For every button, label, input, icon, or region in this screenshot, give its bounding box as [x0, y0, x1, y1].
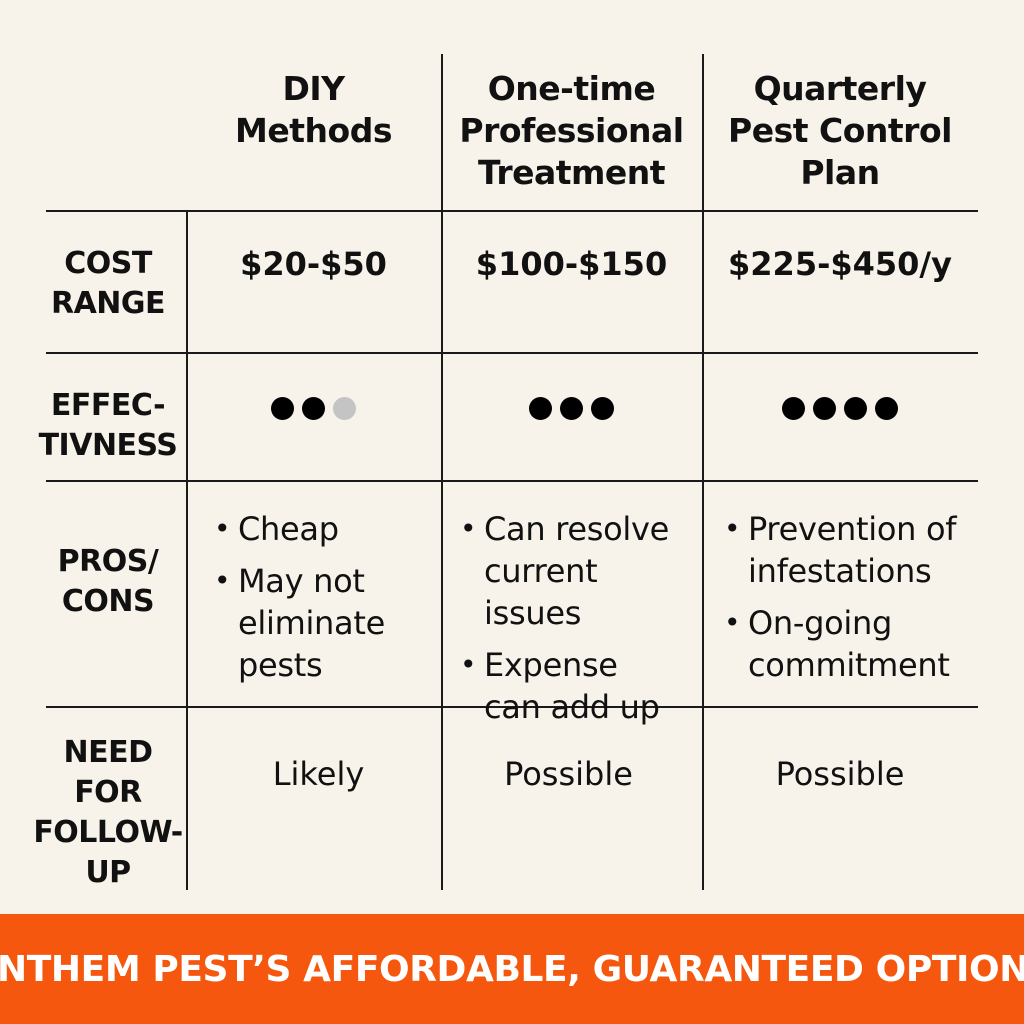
row-header-cost-range: COST RANGE: [30, 244, 186, 324]
row-header-line: UP: [85, 855, 131, 890]
list-item-line: Cheap: [238, 510, 339, 548]
cost-quarterly: $225-$450/y: [702, 244, 978, 284]
column-header-line: Quarterly: [753, 69, 927, 108]
effectiveness-rating: [529, 397, 614, 420]
grid-line-effectiveness-bottom: [46, 480, 978, 482]
follow-up-one-time: Possible: [441, 754, 696, 794]
row-header-line: RANGE: [50, 286, 166, 321]
cost-value: $20-$50: [240, 245, 387, 283]
pros-cons-list: • Can resolve current issues • Expense can ad…: [458, 508, 698, 738]
bullet-icon: •: [460, 648, 477, 681]
list-item-line: pests: [238, 646, 323, 684]
column-header-line: DIY: [282, 69, 345, 108]
list-item-line: Prevention of: [748, 510, 957, 548]
list-item-line: eliminate: [238, 604, 385, 642]
row-header-need-for-follow-up: NEED FOR FOLLOW- UP: [30, 733, 186, 893]
effectiveness-rating: [271, 397, 356, 420]
follow-up-value: Possible: [775, 755, 905, 793]
follow-up-diy: Likely: [186, 754, 451, 794]
rating-dot-filled: [813, 397, 836, 420]
row-header-pros-cons: PROS/ CONS: [30, 542, 186, 622]
effectiveness-rating: [782, 397, 898, 420]
list-item: • May not eliminate pests: [212, 560, 385, 686]
column-header-line: One-time: [487, 69, 656, 108]
bullet-icon: •: [460, 512, 477, 545]
cost-diy: $20-$50: [186, 244, 441, 284]
grid-line-label-column: [186, 210, 188, 890]
row-header-line: PROS/: [57, 544, 159, 579]
footer-banner: ANTHEM PEST’S AFFORDABLE, GUARANTEED OPT…: [0, 914, 1024, 1024]
column-header-quarterly: Quarterly Pest Control Plan: [702, 68, 978, 194]
cost-one-time: $100-$150: [441, 244, 702, 284]
column-header-diy: DIY Methods: [186, 68, 441, 152]
list-item-line: can add up: [484, 688, 660, 726]
column-header-line: Treatment: [477, 153, 666, 192]
list-item-line: Expense: [484, 646, 618, 684]
column-header-line: Methods: [235, 111, 392, 150]
column-header-line: Professional: [459, 111, 684, 150]
pros-cons-quarterly: • Prevention of infestations • On-going commi…: [722, 508, 974, 696]
list-item-line: Can resolve: [484, 510, 670, 548]
bullet-icon: •: [724, 606, 741, 639]
row-header-line: EFFEC-: [50, 388, 166, 423]
effectiveness-diy: [186, 397, 441, 420]
pros-cons-one-time: • Can resolve current issues • Expense can ad…: [458, 508, 698, 738]
row-header-line: FOR: [74, 775, 142, 810]
rating-dot-filled: [560, 397, 583, 420]
row-header-effectiveness: EFFEC- TIVNESS: [30, 386, 186, 466]
rating-dot-filled: [591, 397, 614, 420]
rating-dot-filled: [271, 397, 294, 420]
follow-up-value: Likely: [272, 755, 365, 793]
column-header-line: Pest Control: [728, 111, 952, 150]
list-item-line: commitment: [748, 646, 950, 684]
effectiveness-quarterly: [702, 397, 978, 420]
list-item-line: May not: [238, 562, 365, 600]
row-header-line: TIVNESS: [38, 428, 178, 463]
list-item-line: current issues: [484, 552, 598, 632]
rating-dot-filled: [302, 397, 325, 420]
follow-up-quarterly: Possible: [702, 754, 978, 794]
row-header-line: FOLLOW-: [33, 815, 183, 850]
grid-line-col-2: [702, 54, 704, 890]
list-item-line: infestations: [748, 552, 932, 590]
grid-line-cost-bottom: [46, 352, 978, 354]
cost-value: $225-$450/y: [728, 245, 952, 283]
bullet-icon: •: [214, 512, 231, 545]
list-item: • Cheap: [212, 508, 385, 550]
banner-text: ANTHEM PEST’S AFFORDABLE, GUARANTEED OPT…: [0, 948, 1024, 990]
grid-line-col-1: [441, 54, 443, 890]
list-item: • Prevention of infestations: [722, 508, 957, 592]
column-header-one-time: One-time Professional Treatment: [441, 68, 702, 194]
effectiveness-one-time: [441, 397, 702, 420]
list-item-line: On-going: [748, 604, 892, 642]
rating-dot-filled: [529, 397, 552, 420]
column-header-line: Plan: [800, 153, 880, 192]
bullet-icon: •: [214, 564, 231, 597]
grid-line-pros-bottom: [46, 706, 978, 708]
grid-line-header-bottom: [46, 210, 978, 212]
cost-value: $100-$150: [475, 245, 668, 283]
rating-dot-filled: [875, 397, 898, 420]
pros-cons-list: • Prevention of infestations • On-going commi…: [722, 508, 957, 696]
row-header-line: COST: [64, 246, 152, 281]
row-header-line: CONS: [61, 584, 155, 619]
rating-dot-filled: [844, 397, 867, 420]
rating-dot-filled: [782, 397, 805, 420]
pros-cons-diy: • Cheap • May not eliminate pests: [212, 508, 437, 696]
follow-up-value: Possible: [504, 755, 633, 793]
rating-dot-empty: [333, 397, 356, 420]
list-item: • Expense can add up: [458, 644, 698, 728]
pros-cons-list: • Cheap • May not eliminate pests: [212, 508, 385, 696]
bullet-icon: •: [724, 512, 741, 545]
list-item: • On-going commitment: [722, 602, 956, 686]
list-item: • Can resolve current issues: [458, 508, 698, 634]
row-header-line: NEED: [63, 735, 153, 770]
